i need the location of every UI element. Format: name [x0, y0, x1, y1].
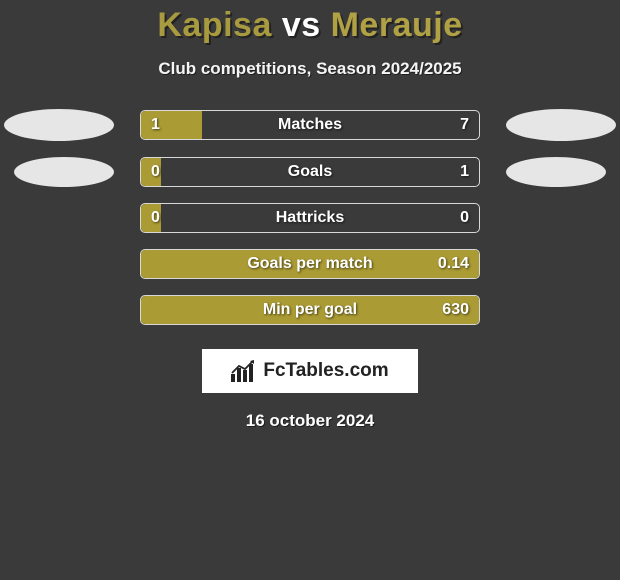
page-title: Kapisa vs Merauje: [0, 0, 620, 45]
stat-row: 1Matches7: [0, 109, 620, 141]
stat-bar: 0Hattricks0: [140, 203, 480, 233]
stat-right-value: 7: [460, 111, 469, 139]
team2-marker: [506, 109, 616, 141]
stat-row: Min per goal630: [0, 295, 620, 325]
stat-right-value: 0: [460, 204, 469, 232]
team2-marker: [506, 157, 606, 187]
stat-label: Goals per match: [141, 250, 479, 278]
title-team1: Kapisa: [157, 6, 272, 44]
title-vs: vs: [282, 6, 321, 44]
stat-right-value: 0.14: [438, 250, 469, 278]
stat-label: Min per goal: [141, 296, 479, 324]
site-logo: FcTables.com: [202, 349, 418, 393]
stat-right-value: 1: [460, 158, 469, 186]
stat-bar: 0Goals1: [140, 157, 480, 187]
stat-label: Matches: [141, 111, 479, 139]
subtitle: Club competitions, Season 2024/2025: [0, 59, 620, 79]
stat-bar: Min per goal630: [140, 295, 480, 325]
date-text: 16 october 2024: [0, 411, 620, 431]
logo-text: FcTables.com: [263, 360, 388, 382]
stat-row: 0Goals1: [0, 157, 620, 187]
stat-label: Hattricks: [141, 204, 479, 232]
stat-right-value: 630: [442, 296, 469, 324]
stat-row: Goals per match0.14: [0, 249, 620, 279]
team1-marker: [4, 109, 114, 141]
stat-row: 0Hattricks0: [0, 203, 620, 233]
stats-container: 1Matches70Goals10Hattricks0Goals per mat…: [0, 109, 620, 325]
title-team2: Merauje: [331, 6, 463, 44]
team1-marker: [14, 157, 114, 187]
bar-chart-icon: [231, 360, 259, 382]
stat-label: Goals: [141, 158, 479, 186]
stat-bar: 1Matches7: [140, 110, 480, 140]
stat-bar: Goals per match0.14: [140, 249, 480, 279]
